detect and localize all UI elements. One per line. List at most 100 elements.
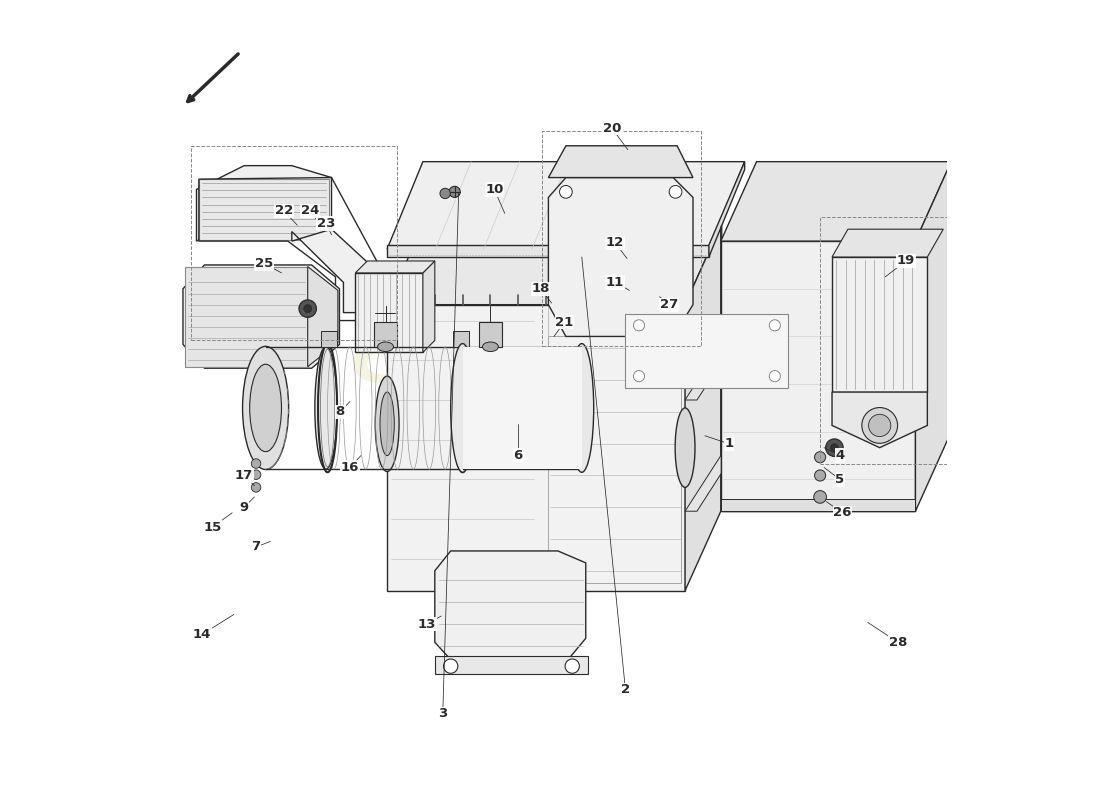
Ellipse shape [826,439,844,457]
Polygon shape [720,226,915,511]
Polygon shape [453,331,469,346]
Text: 12: 12 [606,236,625,250]
Ellipse shape [251,482,261,492]
Text: 23: 23 [317,217,336,230]
Polygon shape [355,273,422,352]
Ellipse shape [560,316,572,329]
Ellipse shape [570,343,594,472]
Polygon shape [720,499,915,511]
Ellipse shape [379,392,394,456]
Polygon shape [292,229,383,313]
Polygon shape [720,241,915,511]
Polygon shape [478,322,503,346]
Polygon shape [185,266,308,366]
Text: 4: 4 [835,449,845,462]
Ellipse shape [443,659,458,674]
Ellipse shape [304,305,311,313]
Text: 7: 7 [252,541,261,554]
Text: 2: 2 [620,683,630,697]
Ellipse shape [440,188,450,198]
Polygon shape [321,331,337,346]
Ellipse shape [483,342,498,351]
Text: euro
car parts: euro car parts [341,237,759,508]
Text: 11: 11 [606,276,625,289]
Polygon shape [626,314,789,388]
Polygon shape [685,456,733,511]
Polygon shape [387,226,720,305]
Ellipse shape [830,444,838,452]
Polygon shape [355,261,434,273]
Ellipse shape [243,346,288,470]
Ellipse shape [669,186,682,198]
Ellipse shape [251,470,261,479]
Text: 24: 24 [301,205,319,218]
Ellipse shape [769,370,780,382]
Polygon shape [708,162,745,257]
Bar [821,218,954,463]
Polygon shape [720,162,952,241]
Text: 5: 5 [835,473,845,486]
Ellipse shape [565,659,580,674]
Polygon shape [374,322,397,346]
Ellipse shape [377,342,394,351]
Polygon shape [915,162,952,511]
Ellipse shape [315,346,337,469]
Polygon shape [387,305,685,590]
Polygon shape [308,266,338,366]
Text: 8: 8 [336,406,345,418]
Text: 3: 3 [438,707,448,720]
Ellipse shape [251,458,261,468]
Ellipse shape [449,186,460,198]
Ellipse shape [675,408,695,487]
Polygon shape [463,346,582,469]
Polygon shape [387,162,745,249]
Polygon shape [832,392,927,448]
Ellipse shape [634,370,645,382]
Polygon shape [197,166,331,241]
Polygon shape [434,656,588,674]
Polygon shape [832,257,927,392]
Ellipse shape [814,490,826,503]
Text: 13: 13 [418,618,436,630]
Ellipse shape [451,343,474,472]
Text: 17: 17 [235,469,253,482]
Text: 15: 15 [204,521,221,534]
Ellipse shape [869,414,891,437]
Text: 25: 25 [255,257,273,270]
Bar [191,146,397,341]
Text: 14: 14 [192,628,211,641]
Text: 9: 9 [240,501,249,514]
Polygon shape [685,344,733,400]
Text: 20: 20 [603,122,622,134]
Ellipse shape [250,364,282,452]
Text: 1: 1 [724,437,734,450]
Polygon shape [549,178,693,337]
Ellipse shape [299,300,317,318]
Ellipse shape [375,376,399,471]
Ellipse shape [814,470,826,481]
Text: 19: 19 [896,254,915,267]
Text: 27: 27 [660,298,679,311]
Text: 21: 21 [556,316,573,329]
Ellipse shape [560,186,572,198]
Text: 22: 22 [275,205,293,218]
Polygon shape [387,245,708,257]
Ellipse shape [669,316,682,329]
Text: 28: 28 [889,636,908,649]
Ellipse shape [769,320,780,331]
Polygon shape [422,261,435,352]
Polygon shape [183,265,340,368]
Text: 26: 26 [833,506,851,519]
Polygon shape [832,229,944,257]
Bar [542,131,701,346]
Polygon shape [434,551,586,662]
Ellipse shape [814,452,826,462]
Polygon shape [199,179,329,239]
Polygon shape [685,226,720,590]
Text: 10: 10 [485,183,504,196]
Ellipse shape [634,320,645,331]
Text: 6: 6 [514,449,522,462]
Text: a passion for service: a passion for service [403,439,697,559]
Polygon shape [549,146,693,178]
Text: 18: 18 [531,282,550,295]
